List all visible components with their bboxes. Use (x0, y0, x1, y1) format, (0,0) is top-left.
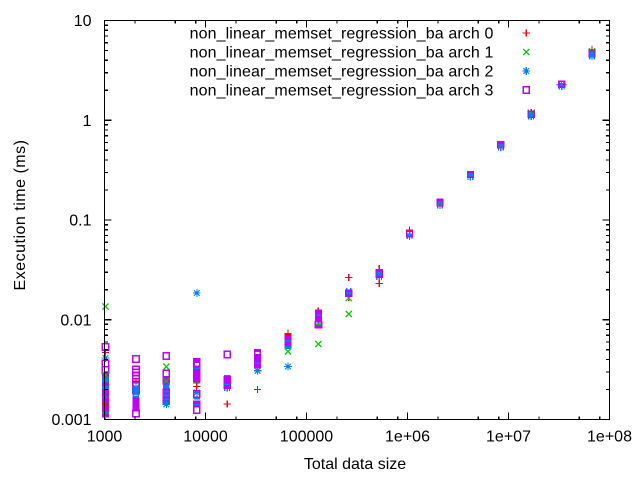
svg-text:1000: 1000 (87, 429, 123, 446)
svg-text:1e+07: 1e+07 (486, 429, 531, 446)
svg-text:0.01: 0.01 (60, 312, 91, 329)
svg-text:non_linear_memset_regression_b: non_linear_memset_regression_ba arch 1 (190, 45, 494, 62)
svg-text:non_linear_memset_regression_b: non_linear_memset_regression_ba arch 3 (190, 83, 494, 100)
svg-text:non_linear_memset_regression_b: non_linear_memset_regression_ba arch 2 (190, 64, 494, 81)
svg-text:100000: 100000 (280, 429, 333, 446)
svg-text:10000: 10000 (183, 429, 228, 446)
svg-text:1: 1 (83, 113, 92, 130)
svg-text:Execution time (ms): Execution time (ms) (12, 140, 29, 291)
svg-text:0.1: 0.1 (69, 213, 91, 230)
svg-text:Total data size: Total data size (304, 456, 406, 473)
svg-text:non_linear_memset_regression_b: non_linear_memset_regression_ba arch 0 (190, 26, 494, 43)
svg-text:1e+06: 1e+06 (385, 429, 430, 446)
svg-text:1e+08: 1e+08 (587, 429, 632, 446)
svg-text:0.001: 0.001 (51, 412, 91, 429)
svg-text:10: 10 (74, 13, 92, 30)
